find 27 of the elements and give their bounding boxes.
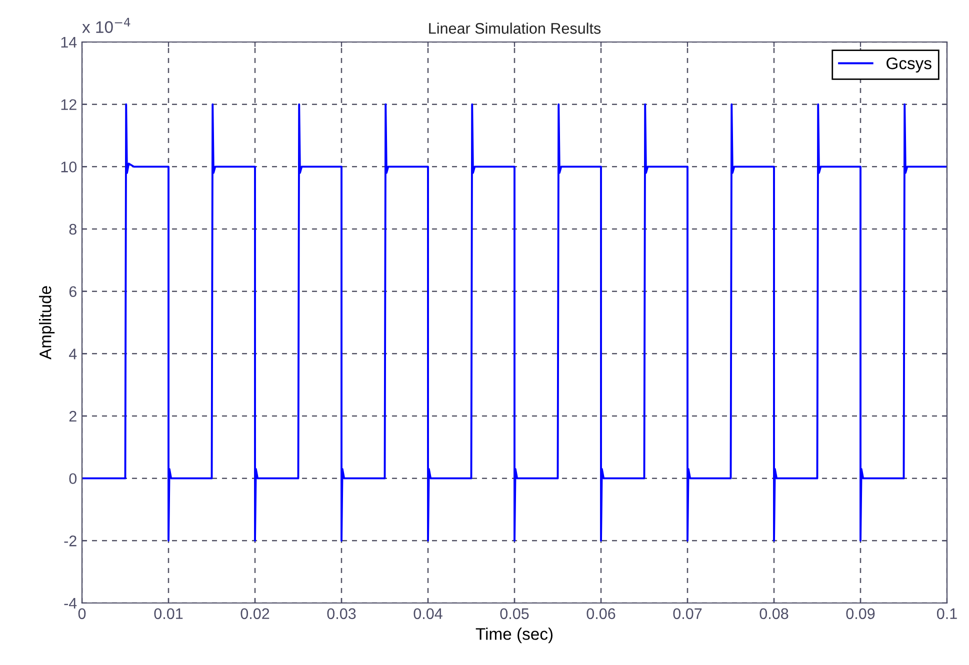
x-tick-label: 0.1 bbox=[936, 608, 957, 620]
y-tick-label: 10 bbox=[61, 162, 77, 172]
y-tick-label: 4 bbox=[68, 348, 77, 360]
x-tick-label: 0 bbox=[78, 608, 86, 620]
y-tick-label: 8 bbox=[69, 224, 76, 235]
x-tick-label: 0.07 bbox=[673, 608, 702, 620]
x-tick-label: 0.06 bbox=[586, 608, 616, 620]
x-tick-label: 0.01 bbox=[154, 608, 183, 620]
x-tick-label: 0.08 bbox=[760, 608, 788, 620]
x-tick-label: 0.04 bbox=[414, 608, 442, 620]
chart-title: Linear Simulation Results bbox=[429, 22, 601, 34]
y-tick-label: -2 bbox=[64, 536, 76, 546]
x-tick-label: 0.09 bbox=[846, 608, 875, 620]
y-tick-label: 14 bbox=[61, 37, 77, 48]
y-tick-label: 2 bbox=[69, 410, 76, 422]
x-axis-title: Time (sec) bbox=[476, 628, 553, 644]
text: x 10$^{−4}$ bbox=[82, 18, 130, 33]
y-tick-label: 0 bbox=[69, 473, 77, 484]
line-series bbox=[82, 103, 947, 542]
x-tick-label: 0.02 bbox=[240, 608, 270, 620]
x-tick-label: 0.05 bbox=[500, 608, 529, 620]
y-tick-label: 6 bbox=[69, 286, 76, 298]
y-tick-label: -4 bbox=[64, 598, 77, 609]
legend-label: Gcsys bbox=[886, 57, 932, 73]
x-tick-label: 0.03 bbox=[327, 608, 356, 620]
y-axis-title: Amplitude bbox=[39, 286, 55, 360]
y-tick-label: 12 bbox=[61, 99, 76, 110]
